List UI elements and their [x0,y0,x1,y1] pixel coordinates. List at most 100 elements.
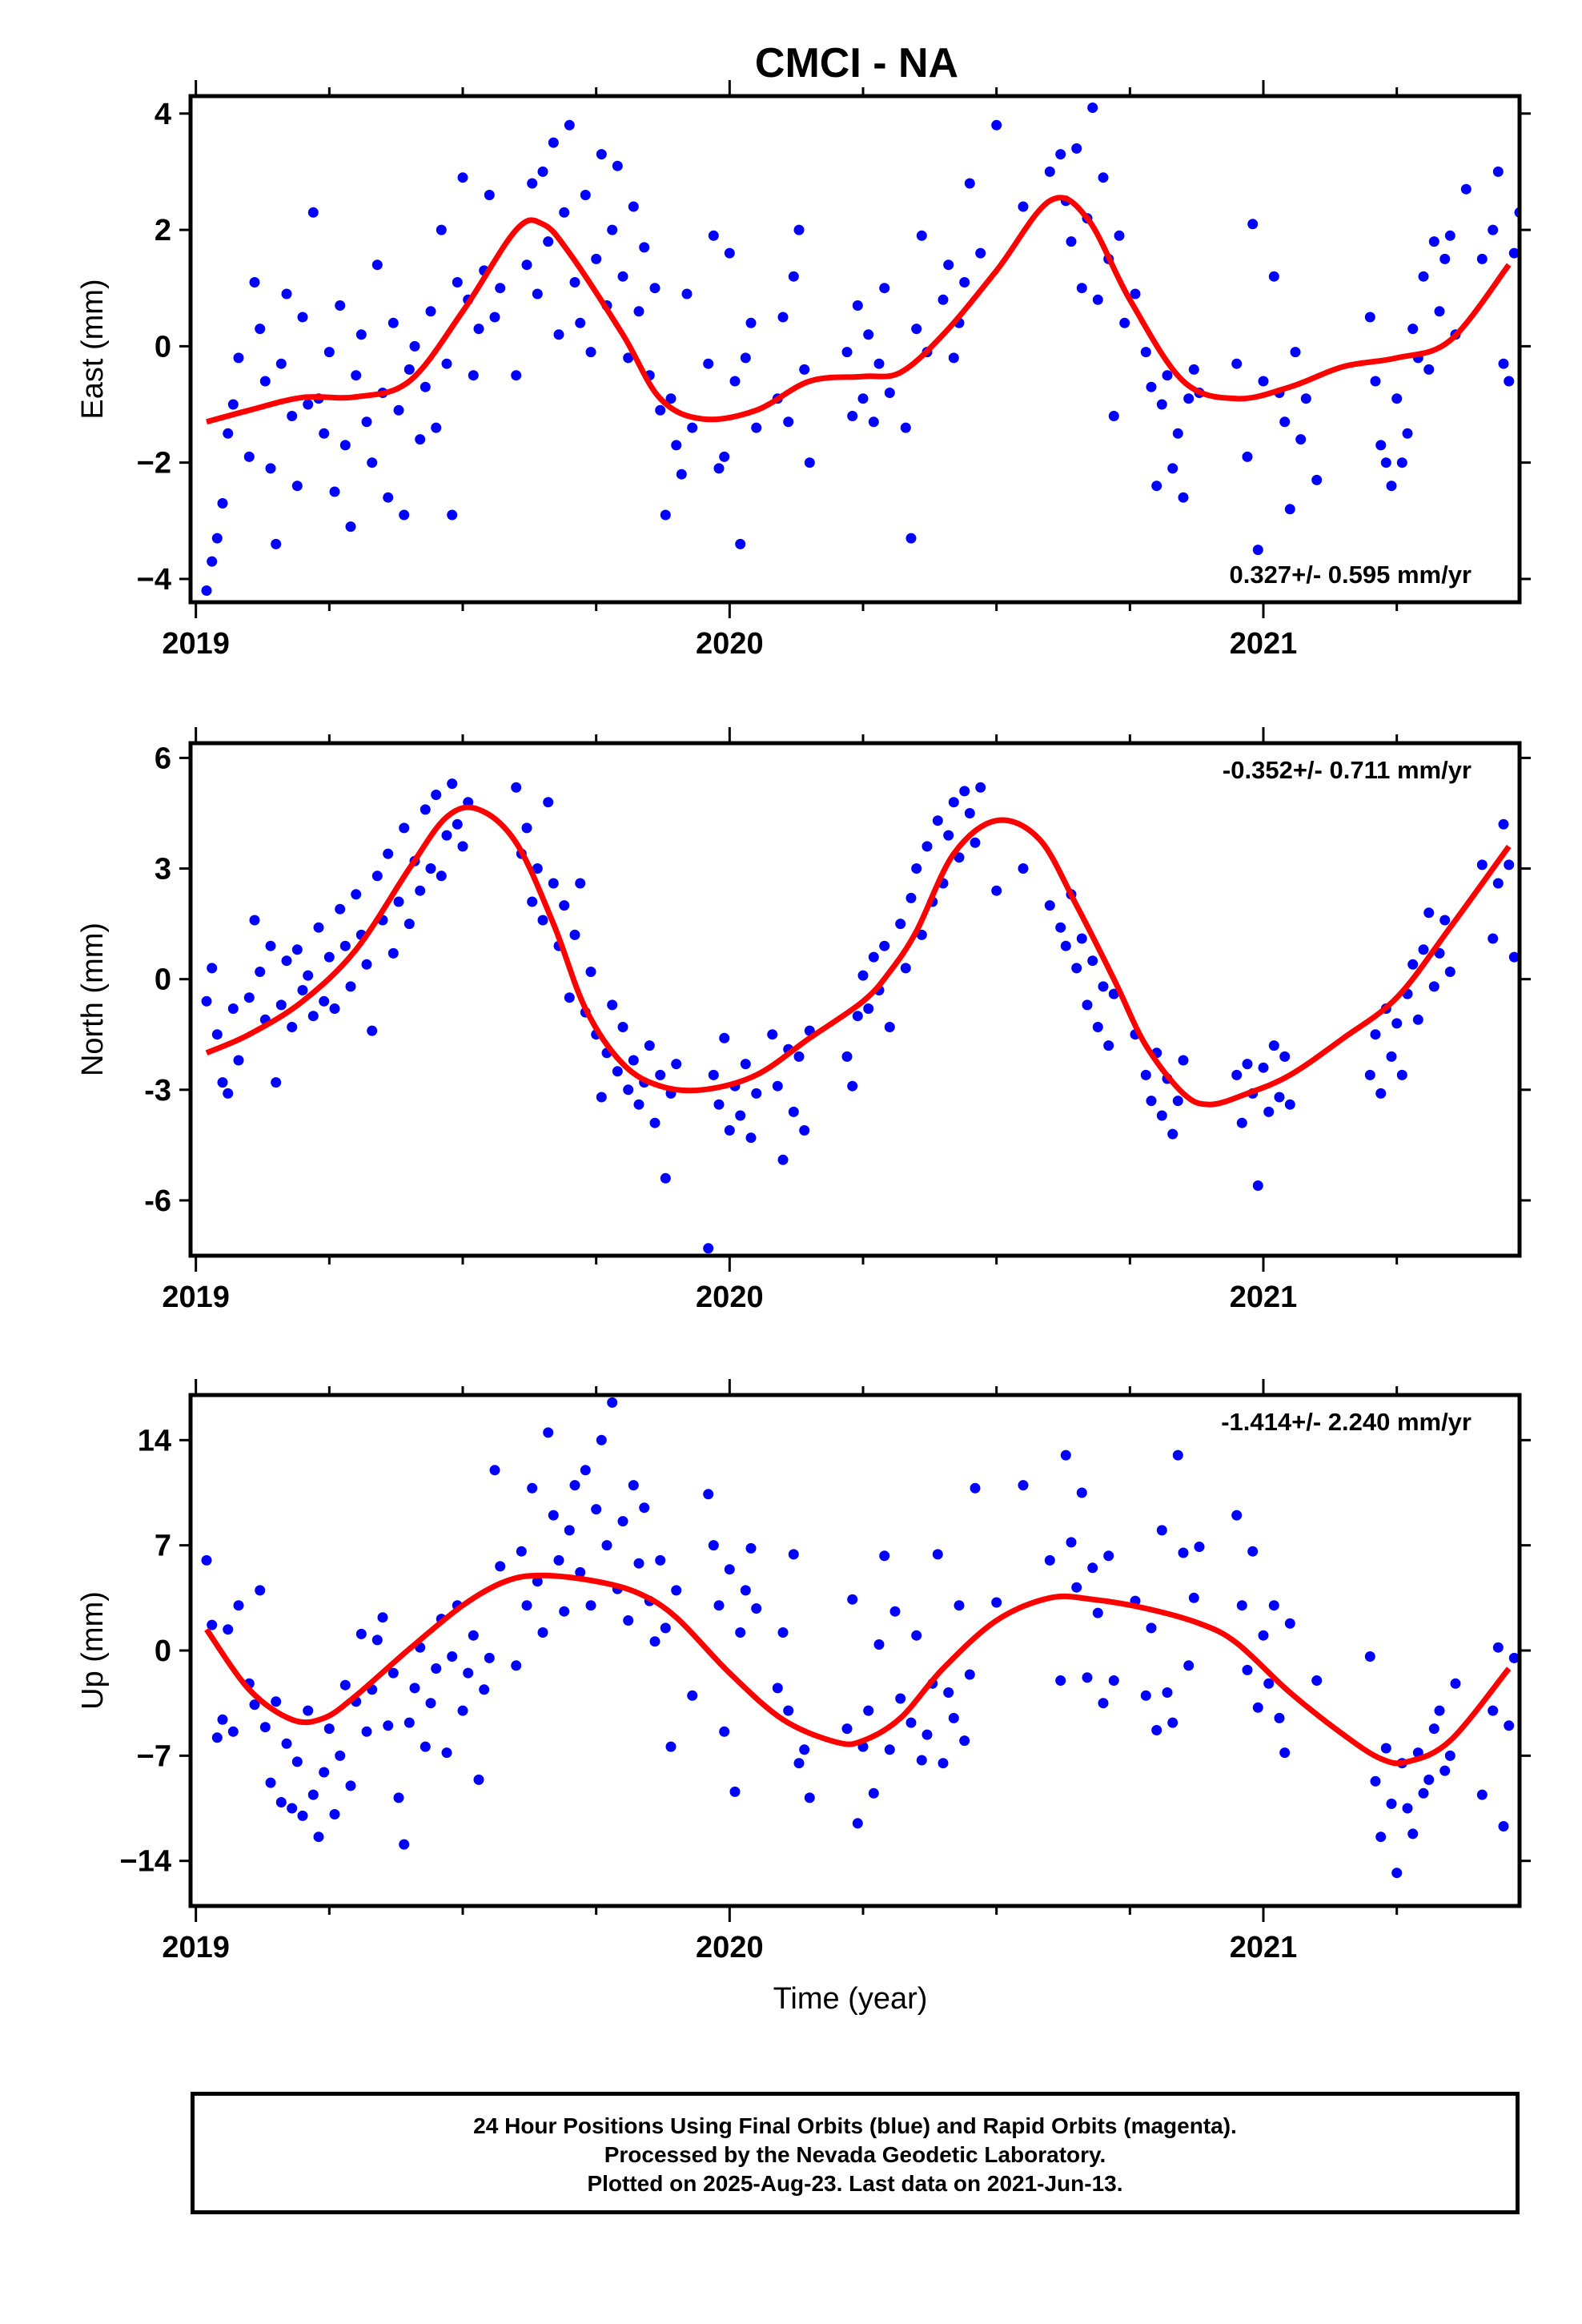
data-point [323,347,335,358]
data-point [857,970,869,981]
y-axis-label: East (mm) [76,279,110,419]
data-point [868,416,879,428]
data-point [1396,457,1407,468]
data-point [735,1110,746,1121]
data-point [297,312,308,323]
x-tick-label: 2020 [696,627,764,661]
data-point [948,797,959,808]
data-point [371,1634,383,1646]
data-point [703,358,714,369]
data-point [623,1615,634,1626]
data-point [852,300,863,311]
data-point [287,411,298,421]
x-tick-label: 2019 [162,1281,230,1314]
data-point [431,422,442,433]
data-point [708,1069,719,1080]
data-point [804,1792,815,1803]
data-point [1060,1449,1071,1461]
data-point [1146,1096,1157,1107]
data-point [1402,1803,1413,1814]
data-point [404,364,415,375]
data-point [355,329,367,340]
data-point [211,1732,223,1743]
data-point [607,224,618,235]
data-point [1295,434,1307,445]
data-point [291,1756,303,1767]
data-point [1364,1069,1375,1080]
data-point [932,815,943,826]
data-point [793,224,805,235]
data-point [628,201,639,212]
data-point [564,119,575,131]
data-point [436,224,447,235]
data-point [1386,480,1397,492]
data-point [905,892,917,903]
y-tick-label: 0 [155,1634,171,1668]
data-point [447,778,458,790]
data-point [911,863,922,874]
data-point [884,388,895,398]
data-point [468,370,479,381]
data-point [1418,1787,1429,1799]
data-point [367,1025,378,1036]
data-point [975,782,986,793]
data-point [1439,1765,1451,1776]
data-point [393,1792,404,1803]
data-point [575,317,586,328]
data-point [991,1597,1002,1608]
y-tick-label: 0 [155,330,171,364]
data-point [591,253,602,264]
data-point [345,1780,356,1791]
data-point [1066,236,1077,247]
data-point [793,1758,805,1769]
data-point [1242,451,1253,462]
data-point [1488,1705,1499,1716]
data-point [319,428,330,439]
data-point [649,1636,661,1647]
data-point [287,1022,298,1032]
data-point [1119,317,1130,328]
data-point [1252,1180,1263,1191]
data-point [543,1427,554,1438]
data-point [255,324,266,335]
data-point [207,1619,218,1630]
data-point [1418,271,1429,282]
data-point [991,885,1002,896]
data-point [409,1683,420,1694]
data-point [1370,1029,1381,1040]
data-point [1476,859,1488,870]
data-point [783,416,794,428]
data-point [772,1683,783,1694]
caption-line-3: Plotted on 2025-Aug-23. Last data on 202… [587,2171,1123,2196]
data-point [335,300,346,311]
data-point [516,1546,527,1557]
data-point [1391,1018,1403,1029]
data-point [1279,1051,1291,1062]
data-point [537,166,548,177]
data-point [1178,492,1189,503]
data-point [1252,1702,1263,1713]
panel-3: 14 7 0 −7 −14 2019 2020 2021 Up (mm) -1.414+/- 2.… [76,1379,1531,1964]
data-point [623,1084,634,1096]
data-point [1055,149,1066,160]
data-point [1140,347,1151,358]
data-point [911,1630,922,1641]
data-point [371,870,383,882]
data-point [1476,1789,1488,1800]
data-point [1082,999,1093,1011]
data-point [1444,1750,1456,1761]
data-point [361,959,372,970]
data-point [1172,428,1183,439]
y-tick-label: 7 [155,1530,171,1563]
data-point [617,271,628,282]
data-point [1146,381,1157,392]
data-point [1087,103,1098,113]
data-point [740,1585,751,1596]
data-point [676,468,687,480]
data-point [703,1243,714,1254]
data-point [1407,1828,1419,1839]
data-point [932,1549,943,1560]
data-point [489,1465,500,1476]
data-point [943,259,954,271]
data-point [601,1540,612,1551]
